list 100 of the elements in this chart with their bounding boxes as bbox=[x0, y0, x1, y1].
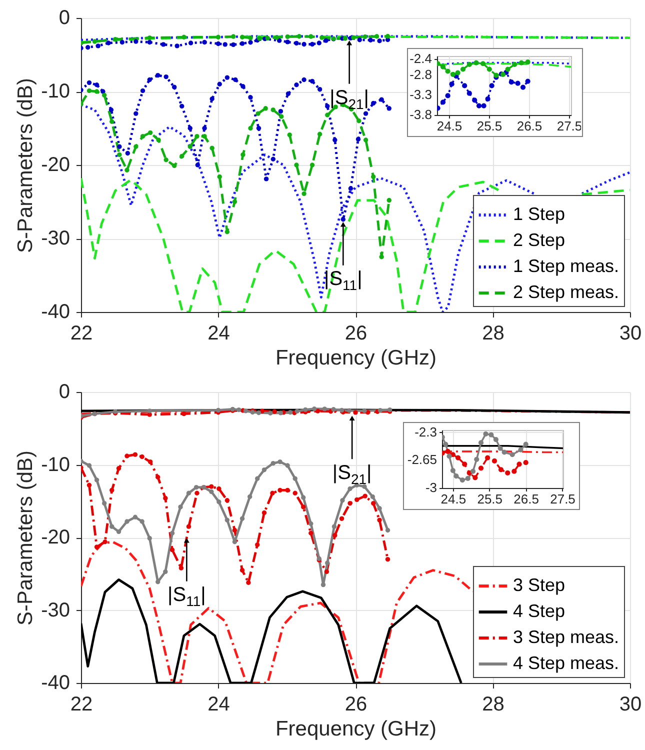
point bbox=[210, 146, 214, 150]
point bbox=[268, 410, 273, 416]
point bbox=[240, 34, 245, 40]
point bbox=[240, 568, 245, 573]
point bbox=[446, 454, 452, 459]
point bbox=[186, 524, 192, 529]
point bbox=[385, 34, 390, 39]
point bbox=[134, 39, 138, 44]
point bbox=[270, 156, 276, 162]
point bbox=[294, 162, 299, 168]
x-tick-label: 26.5 bbox=[516, 118, 542, 134]
point bbox=[440, 100, 446, 105]
x-tick-label: 24.5 bbox=[440, 492, 466, 506]
point bbox=[466, 90, 472, 96]
point bbox=[386, 106, 392, 111]
point bbox=[353, 410, 358, 415]
point bbox=[195, 162, 200, 168]
point bbox=[455, 70, 460, 76]
legend-label: 3 Step bbox=[513, 575, 566, 595]
point bbox=[518, 60, 524, 66]
point bbox=[303, 407, 308, 412]
x-tick-label: 22 bbox=[70, 694, 93, 716]
point bbox=[161, 42, 166, 47]
point bbox=[292, 476, 298, 481]
point bbox=[94, 89, 100, 94]
point bbox=[332, 138, 338, 142]
legend-label: 2 Step meas. bbox=[513, 282, 620, 302]
point bbox=[312, 406, 317, 412]
point bbox=[274, 35, 279, 40]
point bbox=[124, 168, 130, 172]
point bbox=[324, 569, 330, 574]
point bbox=[287, 132, 292, 138]
point bbox=[445, 68, 450, 74]
point bbox=[510, 452, 515, 458]
point bbox=[308, 34, 314, 39]
point bbox=[240, 152, 246, 158]
line-series bbox=[81, 540, 474, 683]
point bbox=[112, 36, 118, 42]
point bbox=[374, 34, 380, 39]
point bbox=[156, 138, 161, 142]
point bbox=[276, 38, 282, 43]
x-axis-title: Frequency (GHz) bbox=[275, 718, 437, 740]
point bbox=[86, 80, 92, 86]
point bbox=[460, 66, 466, 72]
point bbox=[472, 475, 478, 480]
point bbox=[296, 34, 302, 39]
point bbox=[116, 466, 122, 471]
point bbox=[386, 198, 392, 203]
point bbox=[120, 40, 125, 45]
point bbox=[117, 144, 122, 149]
point bbox=[140, 134, 146, 139]
point bbox=[265, 36, 270, 41]
point bbox=[516, 462, 522, 467]
legend-label: 1 Step meas. bbox=[513, 256, 620, 276]
point bbox=[147, 36, 152, 40]
x-tick-label: 24.5 bbox=[436, 118, 462, 134]
point bbox=[163, 569, 168, 574]
point bbox=[488, 432, 494, 438]
point bbox=[170, 530, 175, 536]
point bbox=[86, 463, 92, 468]
point bbox=[485, 96, 490, 102]
point bbox=[188, 40, 194, 46]
point bbox=[523, 442, 528, 447]
y-tick-label: -3.3 bbox=[410, 86, 432, 102]
point bbox=[216, 408, 221, 413]
x-tick-label: 24 bbox=[208, 694, 230, 716]
legend-label: 2 Step bbox=[513, 230, 566, 250]
y-axis-title: S-Parameters (dB) bbox=[14, 450, 37, 626]
annotation: |S$_{21}$| bbox=[332, 462, 372, 488]
point bbox=[340, 217, 346, 222]
point bbox=[285, 488, 290, 493]
point bbox=[92, 39, 98, 44]
point bbox=[362, 34, 368, 40]
point bbox=[525, 78, 530, 84]
point bbox=[140, 88, 146, 94]
point bbox=[377, 506, 382, 511]
point bbox=[147, 408, 152, 414]
point bbox=[232, 528, 238, 533]
x-tick-label: 28 bbox=[482, 322, 504, 344]
point bbox=[348, 486, 352, 492]
point bbox=[231, 42, 236, 48]
point bbox=[147, 77, 152, 82]
point bbox=[202, 40, 207, 45]
point bbox=[148, 460, 153, 464]
point bbox=[450, 452, 456, 458]
point bbox=[377, 518, 382, 522]
point bbox=[156, 72, 160, 78]
point bbox=[260, 408, 265, 414]
point bbox=[379, 254, 384, 260]
point bbox=[216, 486, 222, 492]
point bbox=[294, 40, 299, 46]
y-tick-label: 0 bbox=[58, 7, 70, 29]
point bbox=[216, 500, 222, 504]
point bbox=[210, 96, 214, 102]
point bbox=[317, 132, 322, 136]
point bbox=[188, 144, 192, 149]
line-series bbox=[81, 578, 462, 683]
point bbox=[278, 460, 282, 464]
point bbox=[140, 519, 144, 524]
point bbox=[460, 478, 465, 483]
